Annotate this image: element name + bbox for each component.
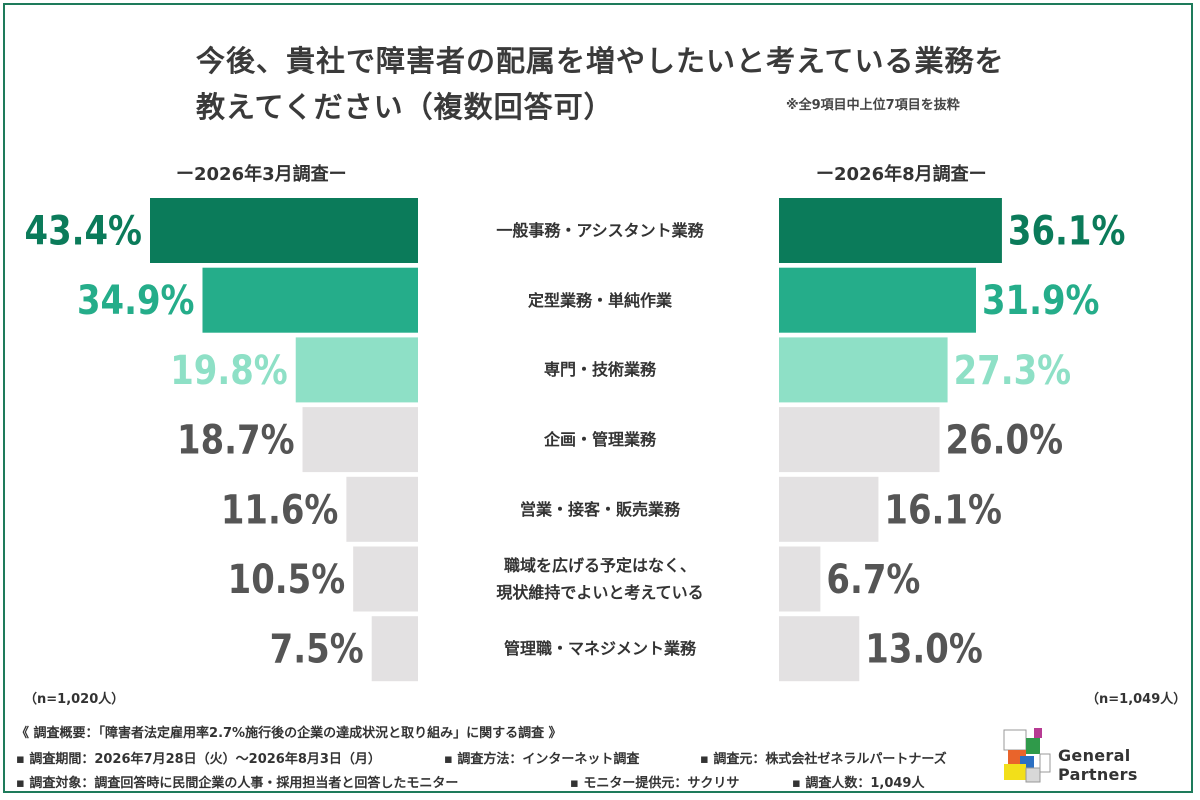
chart-title-line1: 今後、貴社で障害者の配属を増やしたいと考えている業務を: [196, 44, 1005, 78]
series-label-august: ー2026年8月調査ー: [816, 164, 987, 185]
footer-target: ▪ 調査対象：調査回答時に民間企業の人事・採用担当者と回答したモニター: [16, 776, 459, 791]
series-label-march: ー2026年3月調査ー: [176, 164, 347, 185]
value-label-august-0: 36.1%: [1008, 209, 1126, 255]
category-label-2: 専門・技術業務: [543, 360, 656, 380]
footer-provider: ▪ モニター提供元：サクリサ: [570, 776, 740, 791]
bar-august-0: [779, 198, 1002, 263]
value-label-august-5: 6.7%: [826, 557, 920, 603]
footer-period: ▪ 調査期間：2026年7月28日（火）～2026年8月3日（月）: [16, 752, 381, 767]
category-label-4: 営業・接客・販売業務: [519, 499, 680, 519]
value-label-august-2: 27.3%: [954, 348, 1071, 394]
value-label-march-0: 43.4%: [25, 209, 143, 255]
footer-row-1: ▪ 調査期間：2026年7月28日（火）～2026年8月3日（月） ▪ 調査方法：…: [16, 748, 947, 767]
bar-march-4: [346, 476, 418, 542]
footer-method: ▪ 調査方法：インターネット調査: [444, 752, 640, 767]
category-label-3: 企画・管理業務: [543, 430, 656, 450]
footer-source: ▪ 調査元：株式会社ゼネラルパートナーズ: [700, 752, 947, 767]
bar-august-6: [779, 616, 860, 682]
value-label-march-3: 18.7%: [177, 418, 295, 464]
general-partners-logo-icon: [1003, 728, 1051, 783]
category-label-5: 職域を広げる予定はなく、 現状維持でよいと考えている: [496, 556, 704, 602]
logo-text: General Partners: [1058, 746, 1138, 784]
value-label-march-4: 11.6%: [221, 487, 339, 533]
bar-march-1: [202, 267, 418, 333]
value-label-august-1: 31.9%: [982, 278, 1099, 324]
bar-august-5: [779, 546, 821, 612]
value-label-march-5: 10.5%: [228, 557, 346, 603]
bar-march-2: [295, 337, 418, 403]
category-label-6: 管理職・マネジメント業務: [503, 639, 696, 659]
bar-march-6: [371, 616, 418, 682]
value-label-march-2: 19.8%: [170, 348, 288, 394]
footer-summary: 《 調査概要：「障害者法定雇用率2.7%施行後の企業の達成状況と取り組み」に関す…: [16, 726, 562, 741]
bar-march-5: [353, 546, 418, 612]
bar-august-3: [779, 407, 940, 473]
value-label-august-4: 16.1%: [884, 487, 1002, 533]
bar-august-1: [779, 267, 976, 333]
sample-size-march: （n=1,020人）: [24, 692, 125, 707]
bar-march-3: [302, 407, 418, 473]
bar-august-4: [779, 476, 879, 542]
value-label-august-6: 13.0%: [865, 627, 983, 673]
bar-august-2: [779, 337, 948, 403]
value-label-march-6: 7.5%: [270, 627, 364, 673]
bar-march-0: [150, 198, 418, 263]
value-label-march-1: 34.9%: [77, 278, 195, 324]
page-frame: [3, 3, 1193, 793]
category-label-1: 定型業務・単純作業: [527, 290, 672, 310]
chart-note: ※全9項目中上位7項目を抜粋: [786, 98, 960, 113]
footer-row-2: ▪ 調査対象：調査回答時に民間企業の人事・採用担当者と回答したモニター ▪ モニタ…: [16, 772, 924, 791]
chart-title-line2: 教えてください（複数回答可）: [196, 90, 614, 124]
category-label-0: 一般事務・アシスタント業務: [496, 221, 704, 240]
chart-title: 今後、貴社で障害者の配属を増やしたいと考えている業務を 教えてください（複数回答…: [196, 38, 1005, 130]
sample-size-august: （n=1,049人）: [1086, 692, 1187, 707]
footer-count: ▪ 調査人数：1,049人: [792, 776, 925, 791]
value-label-august-3: 26.0%: [946, 418, 1064, 464]
